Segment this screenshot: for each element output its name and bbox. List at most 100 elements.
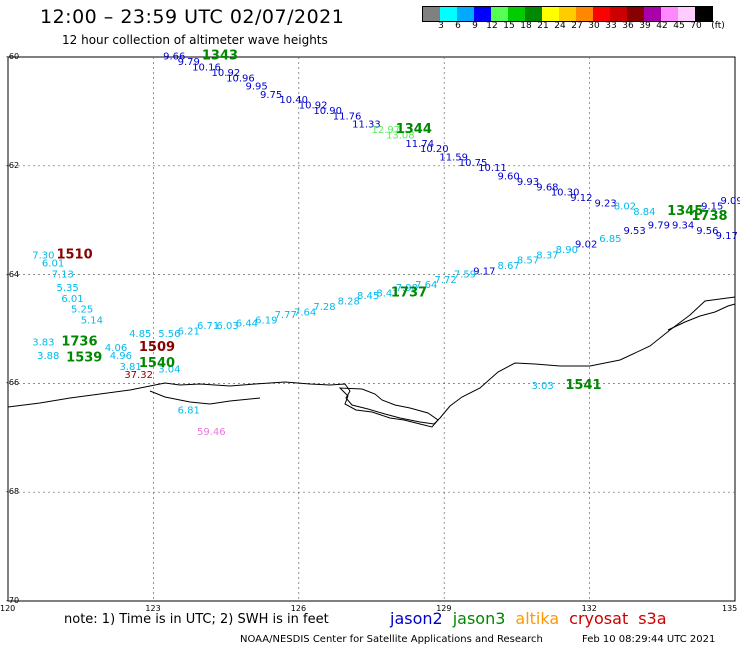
swh-value: 10.92: [212, 68, 241, 79]
swh-value: 9.95: [245, 82, 267, 93]
swh-value: 6.21: [178, 326, 200, 337]
latitude-label: -68: [6, 487, 20, 497]
scale-swatch: [491, 7, 508, 21]
color-scale-bar: [422, 6, 713, 22]
scale-tick-label: 15: [503, 21, 515, 31]
swh-value: 3.88: [37, 351, 59, 362]
swh-value: 4.06: [105, 343, 127, 354]
scale-tick-label: 18: [520, 21, 532, 31]
legend-jason3: jason3: [452, 609, 506, 628]
swh-value: 3.03: [531, 381, 553, 392]
swh-value: 6.19: [255, 316, 277, 327]
swh-value: 9.23: [594, 199, 616, 210]
swh-value: 10.16: [192, 63, 221, 74]
swh-value: 10.96: [226, 73, 255, 84]
scale-swatch: [474, 7, 491, 21]
scale-tick-label: 42: [656, 21, 668, 31]
swh-value: 6.81: [178, 405, 200, 416]
scale-swatch: [661, 7, 678, 21]
swh-value: 7.64: [294, 307, 316, 318]
swh-value: 5.35: [56, 283, 78, 294]
bay-coastline: [149, 390, 261, 405]
swh-value: 3.83: [32, 337, 54, 348]
pass-number: 1738: [691, 209, 727, 224]
pass-number: 1343: [202, 49, 238, 64]
swh-value: 9.66: [163, 52, 185, 63]
pass-number: 1344: [396, 122, 432, 137]
swh-value: 11.76: [333, 112, 362, 123]
scale-swatch: [695, 7, 712, 21]
swh-value: 7.28: [313, 302, 335, 313]
swh-value: 9.56: [696, 226, 718, 237]
longitude-label: 120: [0, 604, 16, 613]
swh-value: 8.02: [614, 201, 636, 212]
satellite-legend: jason2 jason3 altika cryosat s3a: [390, 609, 677, 628]
swh-value: 4.85: [129, 329, 151, 340]
swh-value: 8.67: [498, 261, 520, 272]
swh-value: 6.01: [61, 294, 83, 305]
swh-value: 10.75: [459, 158, 488, 169]
swh-value: 5.25: [71, 305, 93, 316]
scale-swatch: [559, 7, 576, 21]
footnote: note: 1) Time is in UTC; 2) SWH is in fe…: [64, 612, 329, 627]
swh-value: 4.96: [110, 351, 132, 362]
scale-tick-label: 9: [472, 21, 478, 31]
map-title: 12:00 – 23:59 UTC 02/07/2021: [40, 6, 345, 28]
swh-value: 11.74: [405, 139, 434, 150]
gridlines: [8, 57, 735, 601]
swh-value: 9.60: [498, 171, 520, 182]
swh-value: 9.15: [701, 201, 723, 212]
map-frame: [7, 56, 736, 602]
legend-altika: altika: [515, 609, 560, 628]
scale-swatch: [627, 7, 644, 21]
swh-value: 11.33: [352, 120, 381, 131]
scale-swatch: [440, 7, 457, 21]
footer-credit: NOAA/NESDIS Center for Satellite Applica…: [240, 634, 543, 645]
swh-value: 7.77: [275, 310, 297, 321]
swh-value: 9.75: [260, 90, 282, 101]
swh-value: 12.97: [372, 125, 401, 136]
swh-value: 7.64: [415, 280, 437, 291]
swh-value: 9.53: [624, 226, 646, 237]
scale-tick-label: 6: [455, 21, 461, 31]
scale-swatch: [457, 7, 474, 21]
swh-value: 9.09: [720, 196, 740, 207]
swh-value: 8.84: [633, 207, 655, 218]
latitude-label: -60: [6, 52, 20, 61]
swh-value: 8.90: [556, 245, 578, 256]
scale-swatch: [576, 7, 593, 21]
swh-value: 7.59: [454, 269, 476, 280]
swh-value: 5.56: [158, 329, 180, 340]
swh-value: 7.30: [32, 250, 54, 261]
swh-value: 10.40: [279, 95, 308, 106]
swh-value: 6.85: [599, 234, 621, 245]
swh-value: 9.79: [178, 57, 200, 68]
scale-tick-label: 30: [588, 21, 600, 31]
swh-value: 13.08: [386, 131, 415, 142]
swh-value: 6.01: [42, 258, 64, 269]
swh-value: 9.02: [575, 239, 597, 250]
swh-value: 10.92: [299, 101, 328, 112]
swh-value: 3.81: [119, 362, 141, 373]
swh-value: 9.93: [517, 177, 539, 188]
latitude-label: -70: [6, 596, 20, 605]
legend-jason2: jason2: [390, 609, 443, 628]
map-subtitle: 12 hour collection of altimeter wave hei…: [62, 33, 328, 47]
scale-tick-label: 21: [537, 21, 549, 31]
scale-swatch: [542, 7, 559, 21]
swh-value: 10.20: [420, 144, 449, 155]
swh-value: 6.44: [236, 318, 258, 329]
pass-number: 1736: [61, 334, 97, 349]
scale-tick-label: 24: [554, 21, 566, 31]
swh-value: 37.32: [124, 370, 153, 381]
latitude-label: -64: [6, 269, 20, 279]
longitude-label: 129: [436, 604, 452, 613]
swh-value: 9.79: [648, 220, 670, 231]
longitude-label: 126: [290, 604, 307, 613]
swh-value: 7.13: [52, 269, 74, 280]
scale-tick-label: 27: [571, 21, 583, 31]
island-coastline: [338, 387, 439, 428]
swh-value: 10.11: [478, 163, 507, 174]
scale-swatch: [644, 7, 661, 21]
